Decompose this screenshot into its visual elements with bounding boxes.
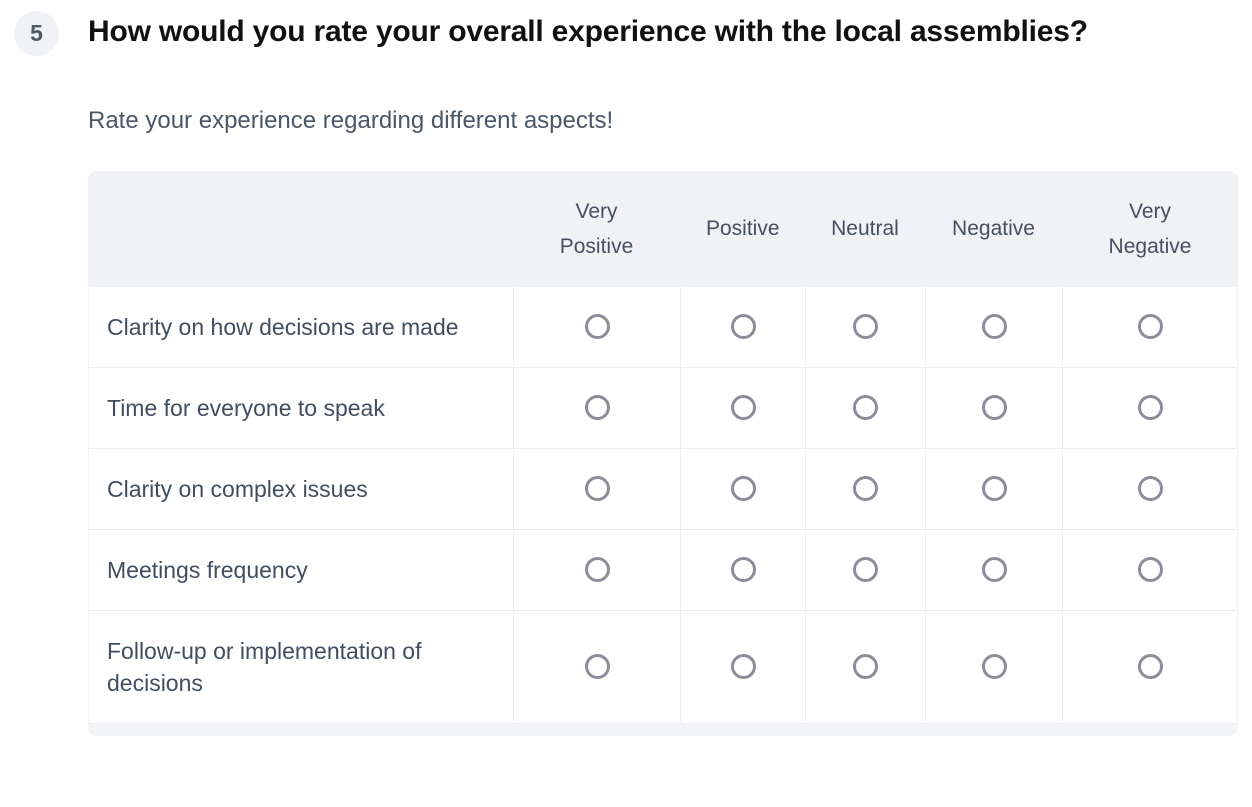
matrix-row-label: Follow-up or implementation of decisions bbox=[88, 610, 513, 724]
matrix-option-cell[interactable] bbox=[805, 529, 925, 611]
radio-option[interactable] bbox=[981, 654, 1007, 679]
radio-option[interactable] bbox=[1137, 395, 1163, 420]
radio-option[interactable] bbox=[853, 476, 878, 501]
radio-option[interactable] bbox=[981, 557, 1007, 582]
matrix-option-cell[interactable] bbox=[680, 286, 805, 368]
matrix-row-label: Meetings frequency bbox=[88, 529, 513, 611]
matrix-option-cell[interactable] bbox=[680, 448, 805, 530]
matrix-corner-cell bbox=[88, 170, 513, 287]
matrix-row-label: Clarity on how decisions are made bbox=[88, 286, 513, 368]
radio-option[interactable] bbox=[981, 395, 1007, 420]
matrix-option-cell[interactable] bbox=[805, 286, 925, 368]
matrix-row: Clarity on complex issues bbox=[88, 448, 1238, 530]
radio-option[interactable] bbox=[1137, 314, 1163, 339]
matrix-column-header: Positive bbox=[680, 170, 805, 287]
radio-option[interactable] bbox=[853, 654, 878, 679]
matrix-option-cell[interactable] bbox=[513, 367, 680, 449]
matrix-option-cell[interactable] bbox=[680, 367, 805, 449]
matrix-column-header: Negative bbox=[925, 170, 1062, 287]
radio-option[interactable] bbox=[981, 314, 1007, 339]
radio-option[interactable] bbox=[853, 314, 878, 339]
matrix-option-cell[interactable] bbox=[1062, 529, 1238, 611]
matrix-option-cell[interactable] bbox=[805, 367, 925, 449]
matrix-option-cell[interactable] bbox=[925, 610, 1062, 724]
matrix-row-label: Time for everyone to speak bbox=[88, 367, 513, 449]
matrix-table: Very Positive Positive Neutral Negative Very… bbox=[88, 170, 1238, 724]
radio-option[interactable] bbox=[584, 476, 610, 501]
matrix-option-cell[interactable] bbox=[805, 610, 925, 724]
matrix-table-footer bbox=[88, 723, 1238, 736]
question-block: How would you rate your overall experien… bbox=[88, 15, 1238, 736]
radio-option[interactable] bbox=[730, 557, 756, 582]
radio-option[interactable] bbox=[730, 395, 756, 420]
matrix-option-cell[interactable] bbox=[1062, 448, 1238, 530]
question-subtitle: Rate your experience regarding different… bbox=[88, 106, 614, 134]
matrix-row: Follow-up or implementation of decisions bbox=[88, 610, 1238, 724]
radio-option[interactable] bbox=[1137, 654, 1163, 679]
matrix-option-cell[interactable] bbox=[1062, 367, 1238, 449]
matrix-option-cell[interactable] bbox=[513, 529, 680, 611]
matrix-option-cell[interactable] bbox=[513, 448, 680, 530]
radio-option[interactable] bbox=[584, 314, 610, 339]
question-number-badge: 5 bbox=[14, 11, 59, 56]
radio-option[interactable] bbox=[584, 654, 610, 679]
matrix-option-cell[interactable] bbox=[925, 529, 1062, 611]
radio-option[interactable] bbox=[730, 654, 756, 679]
question-title: How would you rate your overall experien… bbox=[88, 15, 1088, 48]
radio-option[interactable] bbox=[730, 476, 756, 501]
radio-option[interactable] bbox=[584, 557, 610, 582]
matrix-option-cell[interactable] bbox=[925, 367, 1062, 449]
radio-option[interactable] bbox=[981, 476, 1007, 501]
radio-option[interactable] bbox=[853, 557, 878, 582]
radio-option[interactable] bbox=[584, 395, 610, 420]
matrix-header-row: Very Positive Positive Neutral Negative Very… bbox=[88, 170, 1238, 287]
radio-option[interactable] bbox=[853, 395, 878, 420]
matrix-row: Time for everyone to speak bbox=[88, 367, 1238, 449]
radio-option[interactable] bbox=[1137, 557, 1163, 582]
matrix-option-cell[interactable] bbox=[513, 610, 680, 724]
matrix-option-cell[interactable] bbox=[680, 529, 805, 611]
matrix-row: Clarity on how decisions are made bbox=[88, 286, 1238, 368]
matrix-option-cell[interactable] bbox=[513, 286, 680, 368]
radio-option[interactable] bbox=[730, 314, 756, 339]
question-number: 5 bbox=[30, 20, 43, 46]
matrix-row-label: Clarity on complex issues bbox=[88, 448, 513, 530]
radio-option[interactable] bbox=[1137, 476, 1163, 501]
matrix-option-cell[interactable] bbox=[925, 448, 1062, 530]
matrix-option-cell[interactable] bbox=[1062, 610, 1238, 724]
matrix-option-cell[interactable] bbox=[805, 448, 925, 530]
matrix-option-cell[interactable] bbox=[680, 610, 805, 724]
matrix-option-cell[interactable] bbox=[1062, 286, 1238, 368]
matrix-column-header: Neutral bbox=[805, 170, 925, 287]
matrix-option-cell[interactable] bbox=[925, 286, 1062, 368]
matrix-row: Meetings frequency bbox=[88, 529, 1238, 611]
matrix-column-header: Very Negative bbox=[1062, 170, 1238, 287]
matrix-column-header: Very Positive bbox=[513, 170, 680, 287]
